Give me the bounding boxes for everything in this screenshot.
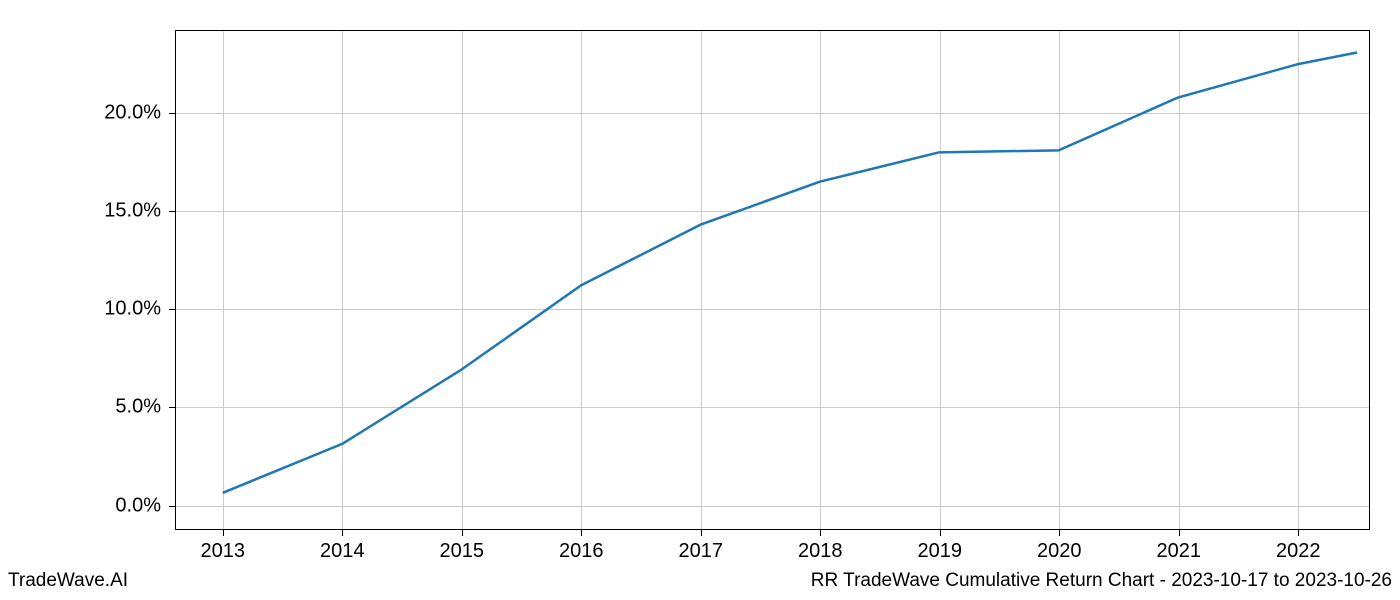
y-tick-mark xyxy=(169,113,175,114)
x-tick-label: 2018 xyxy=(798,540,843,563)
x-tick-mark xyxy=(940,530,941,536)
y-tick-mark xyxy=(169,309,175,310)
y-tick-label: 20.0% xyxy=(104,102,161,125)
y-tick-label: 0.0% xyxy=(115,494,161,517)
x-tick-mark xyxy=(701,530,702,536)
y-tick-mark xyxy=(169,506,175,507)
footer-caption: RR TradeWave Cumulative Return Chart - 2… xyxy=(811,570,1392,592)
x-tick-label: 2017 xyxy=(679,540,724,563)
x-tick-mark xyxy=(1059,530,1060,536)
y-tick-label: 5.0% xyxy=(115,396,161,419)
footer-brand: TradeWave.AI xyxy=(8,570,128,592)
data-line xyxy=(223,53,1357,493)
chart-container: 2013201420152016201720182019202020212022… xyxy=(175,30,1370,530)
x-tick-label: 2015 xyxy=(440,540,485,563)
y-tick-label: 15.0% xyxy=(104,200,161,223)
x-tick-label: 2021 xyxy=(1157,540,1202,563)
line-chart-svg xyxy=(175,31,1369,530)
x-tick-mark xyxy=(462,530,463,536)
x-tick-mark xyxy=(223,530,224,536)
x-tick-mark xyxy=(820,530,821,536)
x-tick-mark xyxy=(1179,530,1180,536)
y-tick-label: 10.0% xyxy=(104,298,161,321)
x-tick-label: 2022 xyxy=(1276,540,1321,563)
x-tick-label: 2019 xyxy=(918,540,963,563)
x-tick-label: 2013 xyxy=(201,540,246,563)
x-tick-mark xyxy=(342,530,343,536)
x-tick-label: 2020 xyxy=(1037,540,1082,563)
x-tick-mark xyxy=(1298,530,1299,536)
y-tick-mark xyxy=(169,407,175,408)
x-tick-label: 2016 xyxy=(559,540,604,563)
plot-area: 2013201420152016201720182019202020212022… xyxy=(175,30,1370,530)
x-tick-label: 2014 xyxy=(320,540,365,563)
y-tick-mark xyxy=(169,211,175,212)
x-tick-mark xyxy=(581,530,582,536)
